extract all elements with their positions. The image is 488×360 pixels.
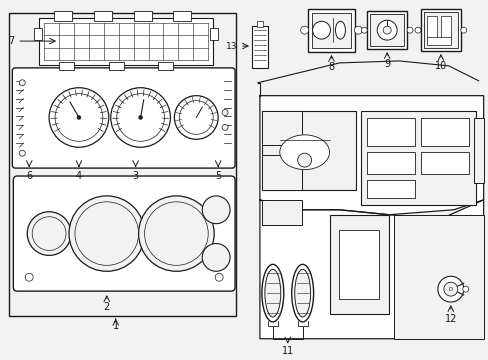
Circle shape xyxy=(297,153,311,167)
Bar xyxy=(94,11,112,21)
Circle shape xyxy=(414,27,420,33)
Bar xyxy=(393,215,483,339)
Ellipse shape xyxy=(279,135,329,170)
Circle shape xyxy=(138,116,142,120)
Bar xyxy=(366,152,414,174)
Circle shape xyxy=(383,26,390,34)
Circle shape xyxy=(138,196,214,271)
Bar xyxy=(251,26,267,68)
Text: 2: 2 xyxy=(103,302,110,312)
Circle shape xyxy=(75,202,138,265)
Text: 12: 12 xyxy=(444,314,456,324)
Bar xyxy=(366,118,414,146)
Circle shape xyxy=(69,196,144,271)
Bar xyxy=(423,12,457,48)
Bar xyxy=(210,28,218,40)
Bar xyxy=(9,13,236,316)
Circle shape xyxy=(111,88,170,147)
Text: 8: 8 xyxy=(328,62,334,72)
Bar xyxy=(262,111,301,145)
Circle shape xyxy=(144,202,208,265)
Circle shape xyxy=(215,273,223,281)
Text: 11: 11 xyxy=(281,346,293,356)
Circle shape xyxy=(202,196,230,224)
Circle shape xyxy=(49,88,108,147)
Text: 5: 5 xyxy=(215,171,221,181)
Bar xyxy=(262,111,356,190)
Circle shape xyxy=(27,212,71,255)
Circle shape xyxy=(300,26,308,34)
Ellipse shape xyxy=(294,269,310,317)
Text: 4: 4 xyxy=(76,171,82,181)
Bar xyxy=(473,118,483,183)
Circle shape xyxy=(25,273,33,281)
Bar xyxy=(426,37,450,45)
Circle shape xyxy=(55,94,102,141)
Circle shape xyxy=(202,243,230,271)
Text: 1: 1 xyxy=(112,321,119,331)
Circle shape xyxy=(77,116,81,120)
Bar xyxy=(158,62,173,70)
Bar xyxy=(108,62,123,70)
Bar xyxy=(426,16,436,41)
Circle shape xyxy=(460,27,466,33)
Polygon shape xyxy=(260,200,483,339)
Text: 3: 3 xyxy=(132,171,139,181)
Circle shape xyxy=(376,20,396,40)
Bar xyxy=(329,215,388,314)
Bar xyxy=(173,11,191,21)
Text: D: D xyxy=(448,287,452,292)
Bar xyxy=(133,11,151,21)
Text: 7: 7 xyxy=(8,36,15,46)
Bar xyxy=(420,9,460,51)
Ellipse shape xyxy=(335,21,345,39)
Bar xyxy=(339,230,379,299)
Circle shape xyxy=(19,150,25,156)
Bar xyxy=(307,9,355,52)
FancyBboxPatch shape xyxy=(12,68,235,168)
Bar xyxy=(262,155,301,190)
Bar xyxy=(256,21,263,27)
Ellipse shape xyxy=(262,264,283,322)
Circle shape xyxy=(354,26,362,34)
Bar xyxy=(420,152,468,174)
Circle shape xyxy=(462,286,468,292)
Polygon shape xyxy=(260,96,483,215)
Circle shape xyxy=(222,109,227,116)
Bar xyxy=(39,18,213,65)
Ellipse shape xyxy=(264,269,280,317)
Bar xyxy=(366,11,406,49)
Bar xyxy=(311,13,351,48)
Text: 6: 6 xyxy=(26,171,32,181)
Circle shape xyxy=(437,276,463,302)
Text: 13: 13 xyxy=(226,41,237,50)
Circle shape xyxy=(222,125,227,130)
Bar xyxy=(262,200,301,225)
Circle shape xyxy=(443,282,457,296)
Circle shape xyxy=(361,27,366,33)
Bar xyxy=(59,62,74,70)
Bar xyxy=(34,28,42,40)
Ellipse shape xyxy=(291,264,313,322)
Circle shape xyxy=(312,21,330,39)
Bar xyxy=(361,111,475,205)
Bar xyxy=(440,16,450,41)
Bar xyxy=(420,118,468,146)
Text: 9: 9 xyxy=(384,59,389,69)
Circle shape xyxy=(179,100,213,134)
Circle shape xyxy=(174,96,218,139)
Circle shape xyxy=(32,217,66,251)
Circle shape xyxy=(117,94,164,141)
FancyBboxPatch shape xyxy=(13,176,235,291)
Bar xyxy=(369,14,403,46)
Bar xyxy=(366,180,414,198)
Text: 10: 10 xyxy=(434,61,446,71)
Circle shape xyxy=(19,80,25,86)
Bar xyxy=(54,11,72,21)
Circle shape xyxy=(406,27,412,33)
